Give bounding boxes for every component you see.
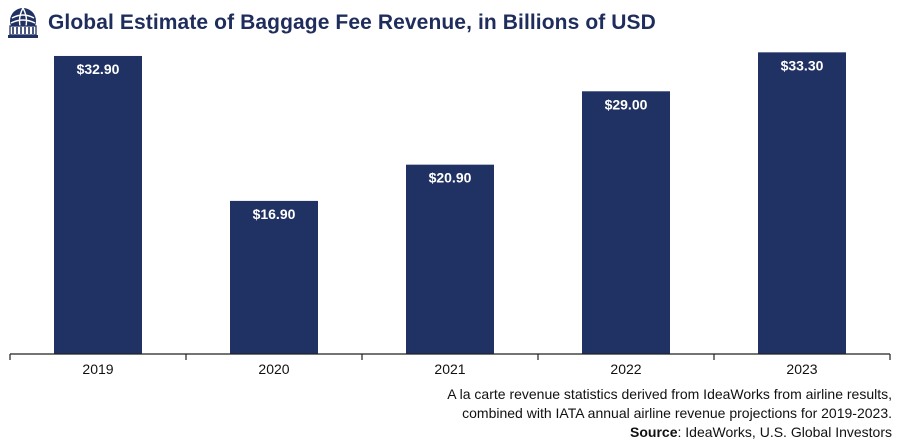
header: Global Estimate of Baggage Fee Revenue, …	[6, 6, 656, 40]
x-tick-label: 2021	[434, 361, 465, 377]
footnote-line-1: A la carte revenue statistics derived fr…	[447, 386, 892, 402]
bar-value-label: $29.00	[605, 96, 648, 112]
bar-value-label: $33.30	[781, 57, 824, 73]
bar-value-label: $32.90	[77, 61, 120, 77]
source-line: Source: IdeaWorks, U.S. Global Investors	[447, 423, 892, 442]
bar-value-label: $20.90	[429, 170, 472, 186]
chart-footnote: A la carte revenue statistics derived fr…	[447, 385, 892, 442]
x-tick-label: 2019	[82, 361, 113, 377]
x-tick-label: 2020	[258, 361, 289, 377]
bar	[54, 55, 142, 354]
bar	[406, 164, 494, 354]
bar-value-label: $16.90	[253, 206, 296, 222]
x-tick-label: 2023	[786, 361, 817, 377]
bar	[230, 200, 318, 354]
bar	[582, 91, 670, 354]
source-text: : IdeaWorks, U.S. Global Investors	[677, 424, 893, 440]
bar	[758, 52, 846, 354]
source-label: Source	[630, 424, 678, 440]
globe-building-icon	[8, 7, 38, 38]
chart-title: Global Estimate of Baggage Fee Revenue, …	[48, 11, 656, 34]
x-tick-label: 2022	[610, 361, 641, 377]
footnote-line-2: combined with IATA annual airline revenu…	[462, 405, 892, 421]
